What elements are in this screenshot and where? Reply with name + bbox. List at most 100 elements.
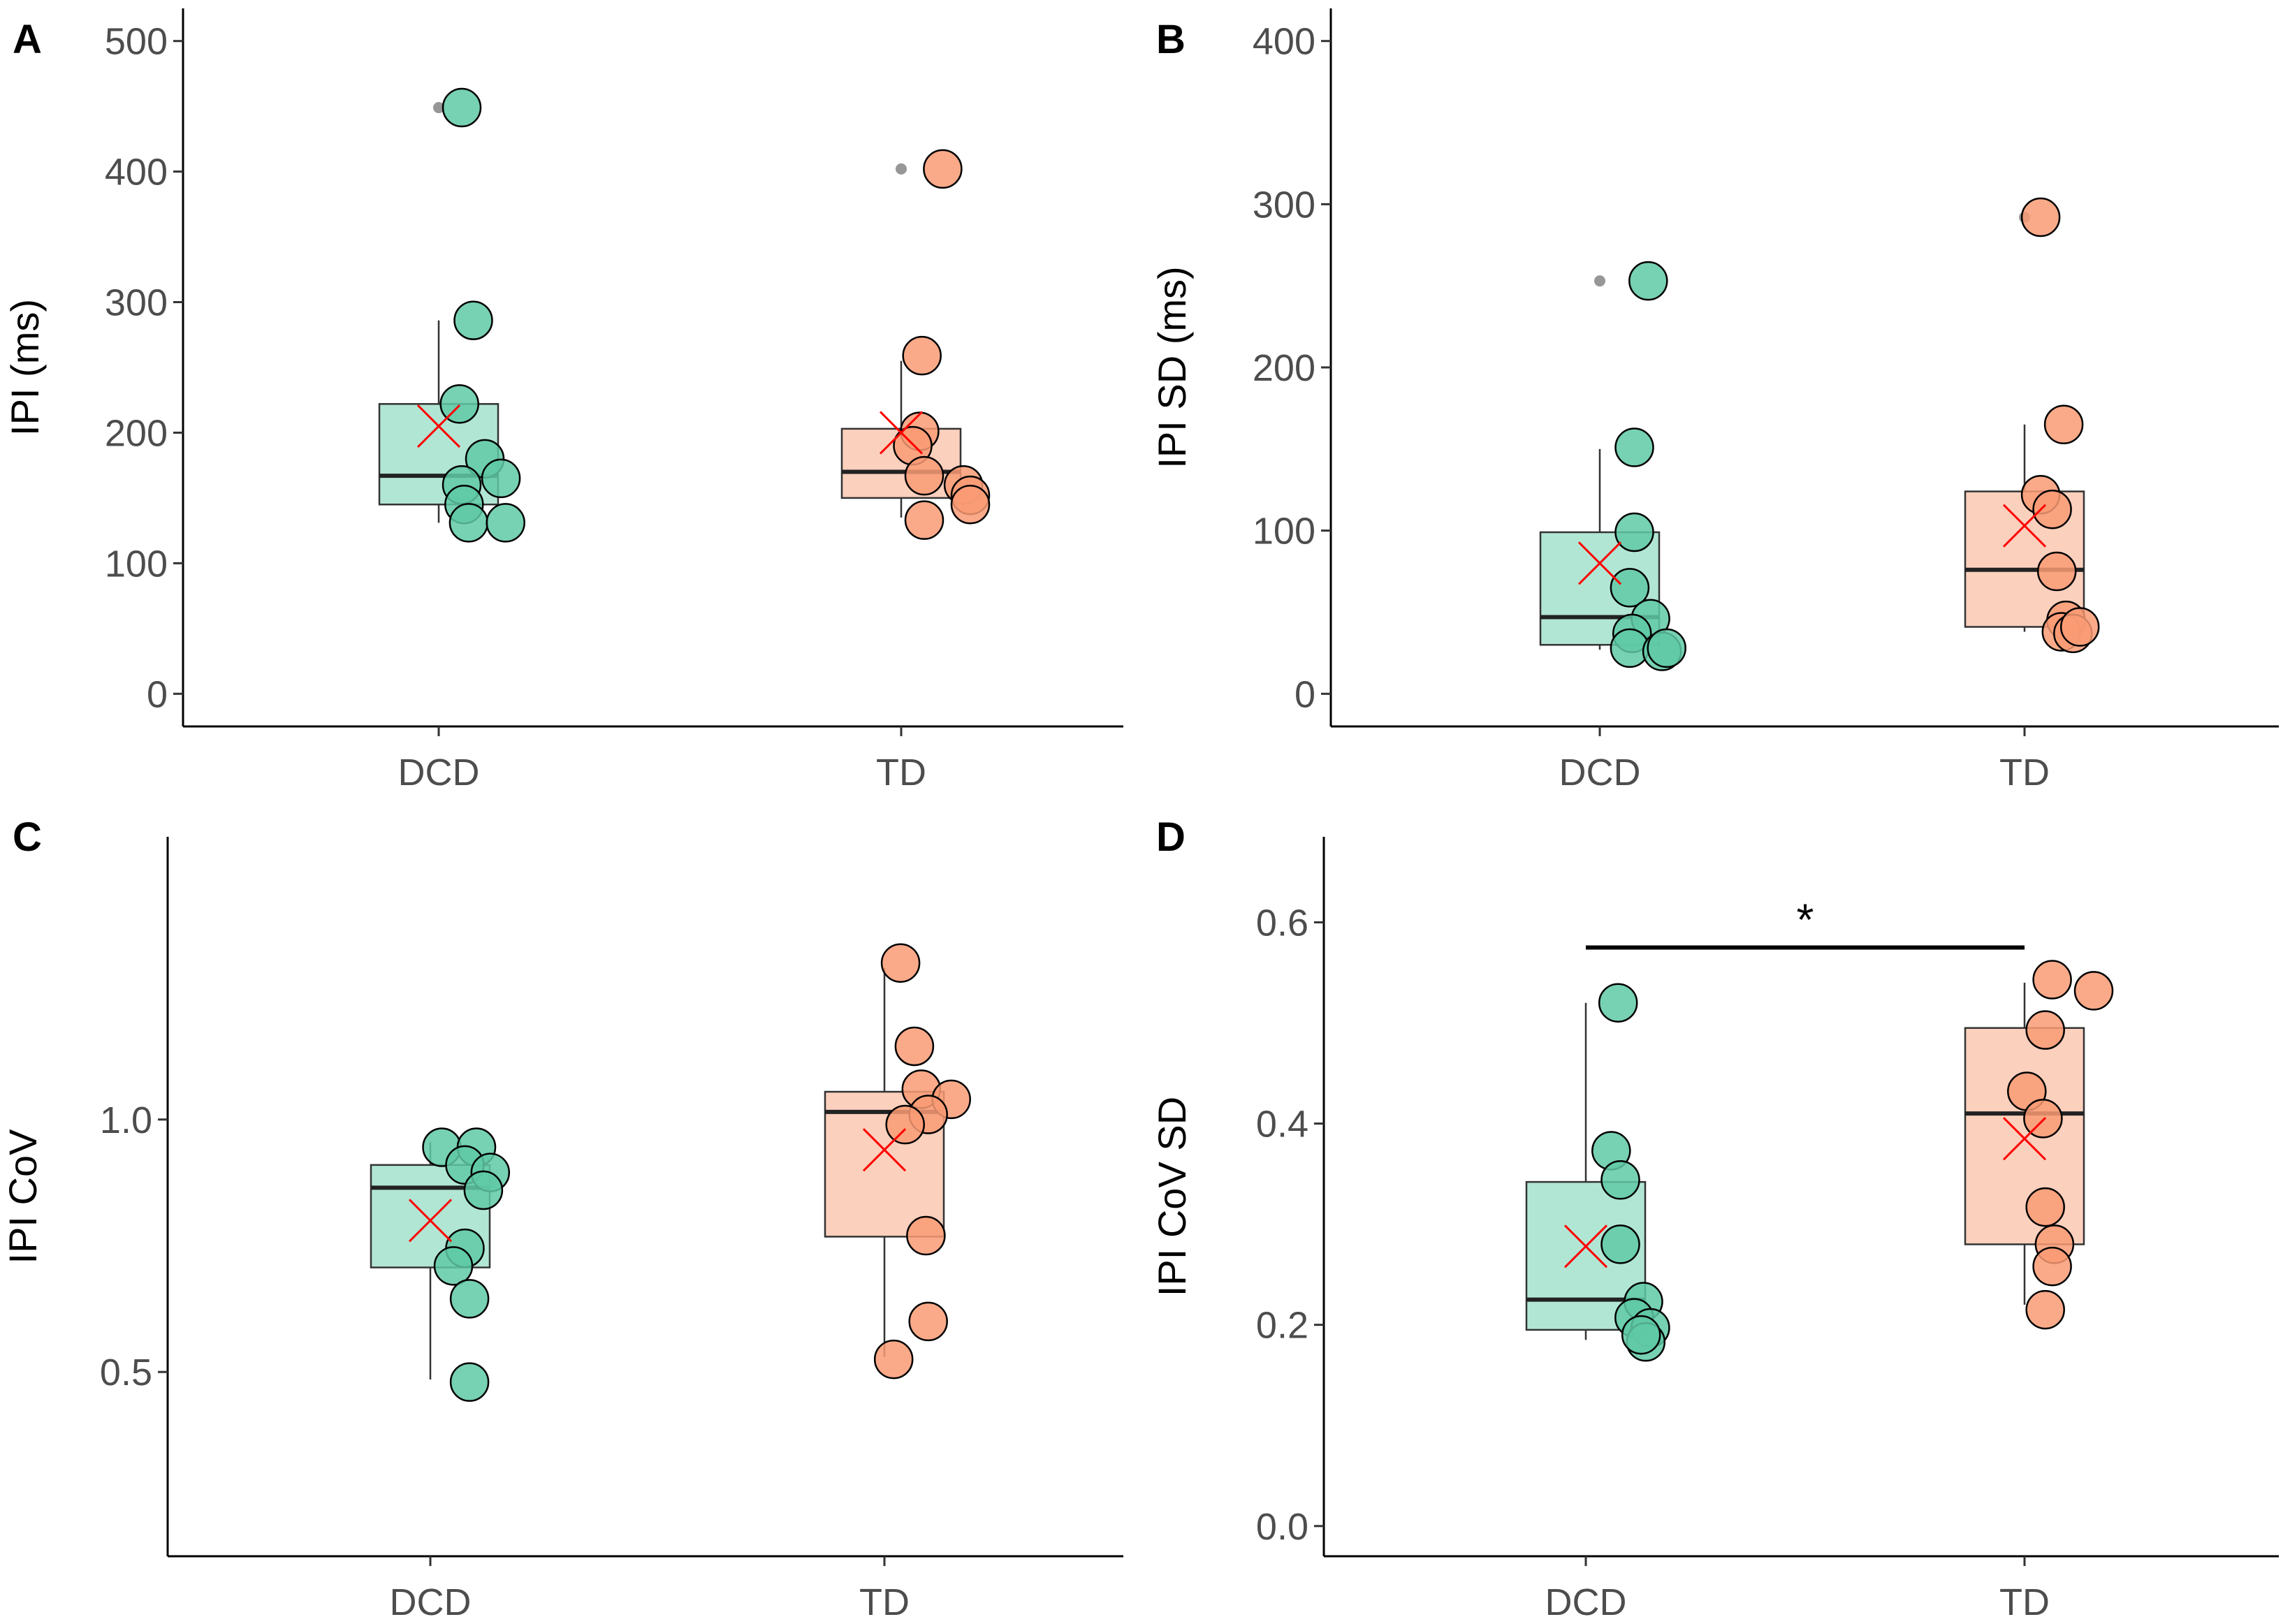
data-point <box>1614 512 1654 553</box>
x-tick-label: DCD <box>1545 1581 1627 1623</box>
y-tick-label: 0.2 <box>1256 1305 1308 1347</box>
series-dcd <box>370 1127 511 1402</box>
y-tick-label: 0.4 <box>1256 1104 1308 1146</box>
y-tick-label: 0.6 <box>1256 902 1308 944</box>
data-point <box>894 1026 935 1067</box>
y-tick-label: 0 <box>147 673 168 715</box>
x-tick-label: DCD <box>1559 752 1641 793</box>
mean-marker <box>416 404 461 448</box>
data-point <box>950 485 991 525</box>
data-point <box>1600 1224 1640 1264</box>
y-axis-title: IPI (ms) <box>3 299 47 436</box>
data-point <box>1614 427 1654 467</box>
y-tick-label: 100 <box>1253 511 1315 553</box>
y-tick-label: 500 <box>105 21 168 63</box>
x-tick-label: TD <box>876 752 926 793</box>
outlier-point <box>433 102 444 114</box>
data-point <box>2025 1187 2065 1227</box>
panel-b: B 0 100 200 300 400 DCD TD IPI SD (ms) <box>1150 8 2279 793</box>
data-point <box>486 503 525 543</box>
mean-marker <box>862 1128 907 1172</box>
data-point <box>453 300 493 340</box>
outlier-point <box>1594 275 1605 287</box>
mean-marker <box>1577 541 1622 585</box>
data-point <box>1628 261 1668 301</box>
y-tick-label: 200 <box>1253 347 1315 389</box>
x-tick-label: TD <box>859 1581 910 1623</box>
data-point <box>908 1301 948 1342</box>
series-dcd <box>378 87 525 543</box>
y-tick-label: 300 <box>1253 184 1315 226</box>
data-point <box>463 1170 504 1210</box>
panel-letter: C <box>13 814 42 860</box>
data-point <box>873 1339 914 1380</box>
panel-a: A 0 100 200 300 400 500 DCD TD IPI (ms) <box>3 8 1123 793</box>
data-point <box>2032 490 2072 529</box>
box <box>1964 1027 2085 1245</box>
data-point <box>885 1104 925 1145</box>
y-tick-label: 0 <box>1294 673 1315 715</box>
outlier-point <box>896 163 907 175</box>
data-point <box>2025 1289 2065 1330</box>
data-point <box>433 1246 474 1286</box>
x-tick-label: TD <box>1999 1581 2050 1623</box>
data-point <box>2043 404 2084 445</box>
y-axis-title: IPI CoV SD <box>1150 1097 1194 1296</box>
mean-marker <box>2002 504 2047 548</box>
mean-marker <box>2002 1117 2047 1161</box>
x-tick-label: DCD <box>398 752 480 793</box>
data-point <box>2025 1010 2065 1050</box>
panel-c: C 0.5 1.0 DCD TD IPI CoV <box>1 814 1123 1623</box>
data-point <box>1598 983 1638 1023</box>
series-td <box>824 943 971 1380</box>
x-tick-label: DCD <box>390 1581 472 1623</box>
y-tick-label: 200 <box>105 412 168 454</box>
series-td <box>1964 960 2114 1330</box>
data-point <box>1610 568 1650 608</box>
mean-marker <box>879 411 924 455</box>
data-point <box>448 503 489 543</box>
data-point <box>902 335 942 376</box>
data-point <box>1600 1160 1640 1200</box>
y-axis-title: IPI SD (ms) <box>1150 266 1194 468</box>
y-tick-label: 0.5 <box>100 1352 152 1393</box>
data-point <box>2032 960 2072 1000</box>
panel-letter: B <box>1156 17 1186 62</box>
data-point <box>1647 628 1686 668</box>
y-tick-label: 0.0 <box>1256 1506 1308 1548</box>
series-td <box>1964 197 2100 654</box>
mean-marker <box>1563 1224 1608 1268</box>
mean-marker <box>408 1199 453 1243</box>
y-tick-label: 1.0 <box>100 1099 152 1141</box>
data-point <box>904 500 945 540</box>
data-point <box>1621 1315 1661 1355</box>
panel-letter: D <box>1156 814 1186 860</box>
data-point <box>449 1279 490 1319</box>
significance-label: * <box>1797 894 1814 944</box>
data-point <box>880 943 921 983</box>
y-tick-label: 400 <box>105 152 168 193</box>
data-point <box>2020 197 2061 237</box>
series-td <box>840 149 991 540</box>
data-point <box>442 87 482 128</box>
data-point <box>2036 551 2077 592</box>
data-point <box>906 1215 946 1256</box>
panel-d: D 0.0 0.2 0.4 0.6 DCD TD IPI CoV SD * <box>1150 814 2279 1623</box>
y-tick-label: 300 <box>105 282 168 324</box>
data-point <box>449 1362 490 1402</box>
y-tick-label: 400 <box>1253 21 1315 63</box>
panel-letter: A <box>13 17 42 62</box>
data-point <box>2059 607 2100 647</box>
series-dcd <box>1525 983 1670 1362</box>
data-point <box>2032 1246 2072 1287</box>
data-point <box>904 455 945 496</box>
data-point <box>923 149 963 189</box>
series-dcd <box>1539 261 1686 671</box>
y-axis-title: IPI CoV <box>1 1129 45 1264</box>
y-tick-label: 100 <box>105 543 168 585</box>
data-point <box>2073 971 2114 1011</box>
data-point <box>2023 1099 2063 1139</box>
data-point <box>481 458 521 499</box>
x-tick-label: TD <box>1999 752 2050 793</box>
